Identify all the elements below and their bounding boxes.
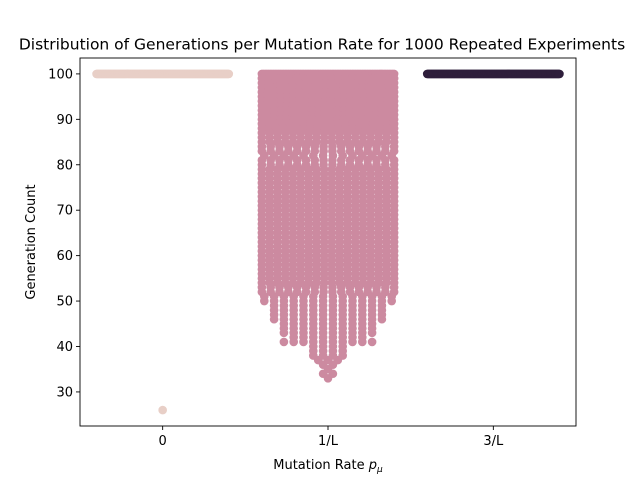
x-tick-label: 0 xyxy=(159,434,167,449)
x-axis-label: Mutation Rate pμ xyxy=(273,458,383,475)
data-point xyxy=(323,374,333,383)
x-tick-label: 1/L xyxy=(318,434,339,449)
x-axis-label-symbol: p xyxy=(368,458,377,473)
data-points xyxy=(92,69,564,415)
chart-title: Distribution of Generations per Mutation… xyxy=(19,36,625,54)
data-point xyxy=(367,337,377,347)
y-tick-label: 100 xyxy=(48,67,73,82)
data-point xyxy=(387,296,397,306)
y-tick-label: 60 xyxy=(56,249,73,264)
data-point xyxy=(260,296,269,306)
data-point xyxy=(279,337,289,347)
y-tick-label: 50 xyxy=(56,295,73,310)
x-axis-label-text: Mutation Rate xyxy=(273,458,369,473)
series-0 xyxy=(92,69,234,415)
data-point xyxy=(377,314,387,324)
x-tick-label: 3/L xyxy=(483,434,504,449)
y-tick-label: 80 xyxy=(56,158,73,173)
x-axis-label-subscript: μ xyxy=(376,465,383,475)
data-point xyxy=(555,69,564,79)
y-axis-label: Generation Count xyxy=(24,184,39,299)
data-point xyxy=(358,337,367,347)
y-tick-label: 70 xyxy=(56,204,73,219)
data-point xyxy=(269,314,279,324)
series-1/L xyxy=(257,69,399,383)
data-point xyxy=(299,337,308,347)
y-tick-label: 40 xyxy=(56,340,73,355)
y-tick-label: 90 xyxy=(56,113,73,128)
series-3/L xyxy=(422,69,564,79)
data-point xyxy=(279,328,289,338)
data-point xyxy=(224,69,234,79)
x-axis: 0 1/L 3/L xyxy=(159,426,504,449)
data-point xyxy=(348,337,357,347)
y-axis: 30 40 50 60 70 80 90 100 xyxy=(48,67,80,400)
data-point xyxy=(367,328,377,338)
data-point xyxy=(158,405,167,415)
data-point xyxy=(289,337,299,347)
y-tick-label: 30 xyxy=(56,385,73,400)
